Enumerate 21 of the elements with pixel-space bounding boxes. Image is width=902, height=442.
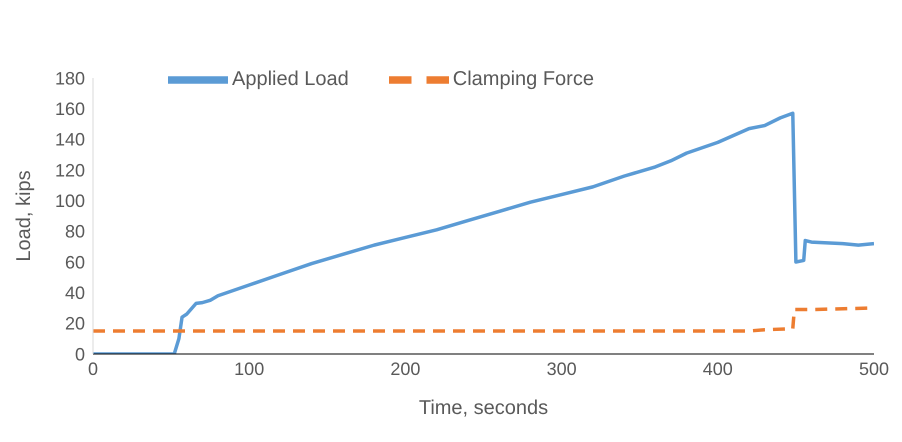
line-series [93, 112, 874, 354]
x-tick-label: 200 [390, 358, 420, 379]
y-tick-label: 180 [54, 68, 85, 88]
y-tick-label: 160 [54, 99, 85, 120]
y-tick-label: 140 [54, 130, 85, 150]
x-tick-label: 0 [88, 358, 98, 379]
y-tick-label: 40 [64, 283, 85, 304]
legend-label: Clamping Force [452, 68, 594, 90]
x-axis-title: Time, seconds [418, 397, 548, 419]
x-tick-label: 400 [702, 358, 733, 379]
y-tick-label: 80 [64, 222, 85, 242]
y-tick-label: 60 [64, 252, 85, 272]
y-tick-label: 100 [54, 191, 85, 212]
y-tick-label: 20 [64, 314, 85, 334]
x-tick-label: 300 [546, 358, 577, 379]
y-axis-title: Load, kips [13, 170, 36, 262]
y-tick-label: 0 [74, 344, 85, 364]
x-tick-label: 100 [234, 358, 264, 379]
x-tick-label: 500 [858, 358, 890, 379]
legend-label: Applied Load [232, 68, 349, 90]
y-tick-label: 120 [54, 160, 85, 180]
